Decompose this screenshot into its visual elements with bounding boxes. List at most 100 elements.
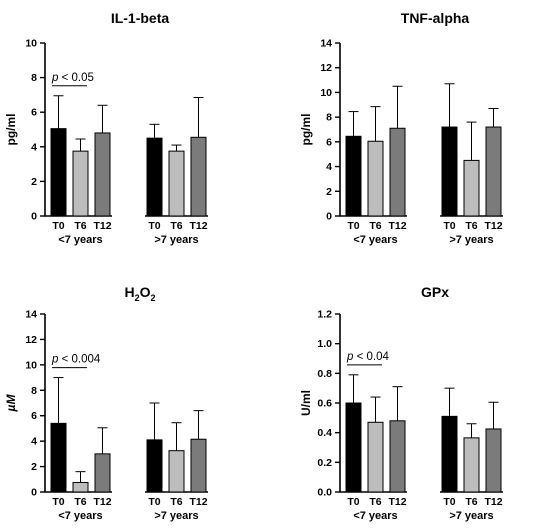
x-tick-label: T0 xyxy=(148,220,160,232)
y-tick-label: 1.2 xyxy=(317,309,332,321)
bar-t0-group-2 xyxy=(146,439,163,493)
group-label: >7 years xyxy=(154,234,198,246)
bar-t6-group-1 xyxy=(72,150,89,217)
y-tick-label: 2 xyxy=(326,186,332,198)
bar-t6-group-2 xyxy=(168,150,185,217)
x-tick-label: T12 xyxy=(189,220,207,232)
x-tick-label: T12 xyxy=(189,496,207,508)
x-tick-label: T0 xyxy=(443,220,455,232)
y-tick-label: 8 xyxy=(31,72,37,84)
bar-t12-group-2 xyxy=(485,428,502,493)
significance-label: p < 0.004 xyxy=(51,354,101,366)
group-label: <7 years xyxy=(58,234,102,246)
x-tick-label: T0 xyxy=(52,220,64,232)
bar-t0-group-1 xyxy=(345,402,362,493)
y-tick-label: 6 xyxy=(326,136,332,148)
bar-t12-group-2 xyxy=(485,126,502,217)
x-tick-label: T0 xyxy=(443,496,455,508)
x-tick-label: T6 xyxy=(369,220,381,232)
y-tick-label: 8 xyxy=(31,385,37,397)
y-tick-label: 14 xyxy=(25,309,37,321)
y-tick-label: 8 xyxy=(326,112,332,124)
bar-t0-group-2 xyxy=(441,126,458,217)
x-tick-label: T12 xyxy=(93,496,111,508)
group-label: <7 years xyxy=(353,510,397,522)
y-tick-label: 1.0 xyxy=(317,338,332,350)
x-tick-label: T6 xyxy=(74,496,86,508)
x-tick-label: T12 xyxy=(484,220,502,232)
bar-t12-group-1 xyxy=(389,420,406,493)
bar-t12-group-2 xyxy=(190,438,207,493)
x-tick-label: T6 xyxy=(74,220,86,232)
y-tick-label: 12 xyxy=(25,334,37,346)
chart-title: TNF-alpha xyxy=(401,10,470,26)
y-tick-label: 6 xyxy=(31,410,37,422)
y-tick-label: 0 xyxy=(31,211,37,223)
chart-title: IL-1-beta xyxy=(111,10,170,26)
x-tick-label: T12 xyxy=(484,496,502,508)
bar-t12-group-1 xyxy=(94,453,111,493)
y-tick-label: 0.8 xyxy=(317,368,332,380)
y-tick-label: 10 xyxy=(25,359,37,371)
significance-label: p < 0.05 xyxy=(51,72,94,84)
y-axis-label: µM xyxy=(4,394,18,413)
x-tick-label: T0 xyxy=(148,496,160,508)
y-axis-label: pg/ml xyxy=(4,114,18,146)
bar-t0-group-1 xyxy=(50,128,67,217)
chart-title: GPx xyxy=(421,284,449,300)
bar-t0-group-2 xyxy=(146,137,163,217)
group-label: >7 years xyxy=(154,510,198,522)
chart-panel-3: H2O2 µM 0 2 4 6 8 10 12 14 T0 T6 T12 <7 years T0 T6 T12 >… xyxy=(4,284,208,522)
x-tick-label: T6 xyxy=(465,220,477,232)
bar-t6-group-1 xyxy=(72,481,89,493)
significance-label: p < 0.04 xyxy=(346,351,389,363)
y-tick-label: 12 xyxy=(320,62,332,74)
bar-t6-group-2 xyxy=(463,437,480,493)
y-tick-label: 4 xyxy=(31,141,37,153)
y-tick-label: 14 xyxy=(320,38,332,50)
x-tick-label: T12 xyxy=(388,496,406,508)
y-tick-label: 0.4 xyxy=(317,427,332,439)
y-axis-label: U/ml xyxy=(299,390,313,416)
chart-panel-1: IL-1-beta pg/ml 0 2 4 6 8 10 T0 T6 T12 <7 years T0 T6… xyxy=(4,10,208,246)
y-tick-label: 4 xyxy=(31,436,37,448)
bar-t12-group-1 xyxy=(94,132,111,217)
bar-t0-group-1 xyxy=(50,422,67,493)
y-tick-label: 0 xyxy=(326,211,332,223)
y-tick-label: 2 xyxy=(31,176,37,188)
bar-t6-group-1 xyxy=(367,140,384,217)
y-tick-label: 0 xyxy=(31,487,37,499)
y-tick-label: 2 xyxy=(31,461,37,473)
x-tick-label: T0 xyxy=(347,220,359,232)
x-tick-label: T6 xyxy=(170,496,182,508)
x-tick-label: T12 xyxy=(388,220,406,232)
x-tick-label: T0 xyxy=(52,496,64,508)
group-label: <7 years xyxy=(353,234,397,246)
bar-t6-group-2 xyxy=(168,450,185,493)
chart-panel-2: TNF-alpha pg/ml 0 2 4 6 8 10 12 14 T0 T6 T12 <7 years… xyxy=(299,10,503,246)
y-tick-label: 0.0 xyxy=(317,487,332,499)
group-label: >7 years xyxy=(449,510,493,522)
y-tick-label: 6 xyxy=(31,107,37,119)
x-tick-label: T0 xyxy=(347,496,359,508)
y-tick-label: 10 xyxy=(320,87,332,99)
bar-t12-group-2 xyxy=(190,136,207,217)
chart-title: H2O2 xyxy=(124,284,155,303)
x-tick-label: T6 xyxy=(369,496,381,508)
chart-panel-4: GPx U/ml 0.0 0.2 0.4 0.6 0.8 1.0 1.2 T0 T6 T12 <7 ye… xyxy=(299,284,503,522)
y-tick-label: 0.6 xyxy=(317,398,332,410)
bar-t12-group-1 xyxy=(389,127,406,217)
bar-t6-group-2 xyxy=(463,159,480,217)
x-tick-label: T6 xyxy=(465,496,477,508)
group-label: <7 years xyxy=(58,510,102,522)
bar-t0-group-2 xyxy=(441,415,458,493)
y-axis-label: pg/ml xyxy=(299,114,313,146)
x-tick-label: T12 xyxy=(93,220,111,232)
y-tick-label: 4 xyxy=(326,161,332,173)
x-tick-label: T6 xyxy=(170,220,182,232)
bar-t6-group-1 xyxy=(367,421,384,493)
group-label: >7 years xyxy=(449,234,493,246)
y-tick-label: 10 xyxy=(25,38,37,50)
bar-t0-group-1 xyxy=(345,135,362,217)
